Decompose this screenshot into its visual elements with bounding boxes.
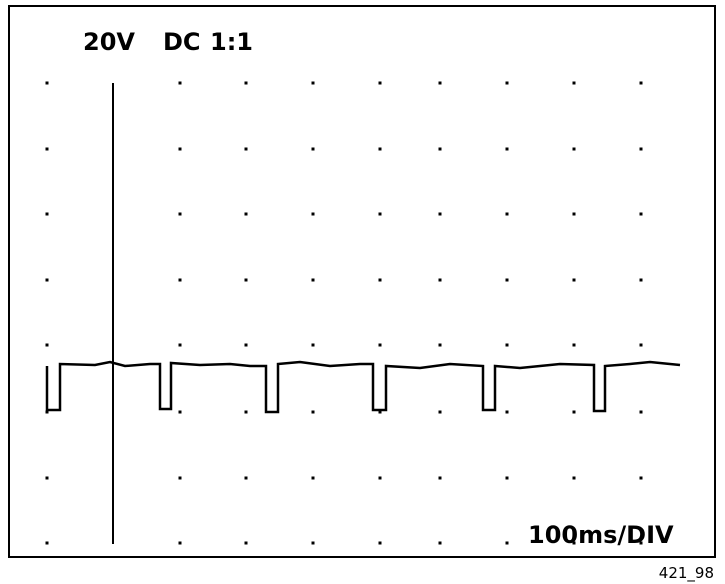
graticule-dot (244, 147, 248, 151)
graticule-dot (45, 476, 49, 480)
graticule-dot (378, 81, 382, 85)
graticule-dot (505, 212, 509, 216)
graticule-dot (244, 476, 248, 480)
graticule (45, 81, 643, 545)
graticule-dot (45, 147, 49, 151)
graticule-dot (311, 81, 315, 85)
graticule-dot (311, 410, 315, 414)
graticule-dot (178, 81, 182, 85)
graticule-dot (378, 476, 382, 480)
graticule-dot (639, 147, 643, 151)
graticule-dot (438, 343, 442, 347)
graticule-dot (378, 343, 382, 347)
graticule-dot (505, 343, 509, 347)
graticule-dot (572, 541, 576, 545)
graticule-dot (178, 541, 182, 545)
graticule-dot (639, 541, 643, 545)
graticule-dot (438, 147, 442, 151)
graticule-dot (378, 147, 382, 151)
graticule-dot (505, 410, 509, 414)
graticule-dot (311, 541, 315, 545)
graticule-dot (45, 410, 49, 414)
graticule-dot (505, 541, 509, 545)
graticule-dot (378, 541, 382, 545)
graticule-dot (178, 410, 182, 414)
graticule-dot (438, 81, 442, 85)
graticule-dot (505, 476, 509, 480)
graticule-dot (178, 147, 182, 151)
graticule-dot (639, 410, 643, 414)
graticule-dot (178, 343, 182, 347)
graticule-dot (311, 278, 315, 282)
graticule-dot (178, 212, 182, 216)
graticule-dot (45, 278, 49, 282)
graticule-dot (311, 212, 315, 216)
figure-id: 421_98 (659, 564, 714, 583)
graticule-dot (45, 81, 49, 85)
graticule-dot (639, 81, 643, 85)
graticule-dot (505, 278, 509, 282)
graticule-dot (438, 212, 442, 216)
graticule-dot (639, 212, 643, 216)
graticule-dot (572, 410, 576, 414)
graticule-dot (178, 278, 182, 282)
graticule-dot (311, 147, 315, 151)
coupling: DC (163, 28, 201, 56)
graticule-dot (244, 212, 248, 216)
graticule-dot (244, 410, 248, 414)
volts-per-div: 20V (83, 28, 135, 56)
graticule-dot (45, 343, 49, 347)
graticule-dot (311, 343, 315, 347)
graticule-dot (244, 278, 248, 282)
graticule-dot (438, 278, 442, 282)
graticule-dot (244, 541, 248, 545)
graticule-dot (378, 212, 382, 216)
graticule-dot (311, 476, 315, 480)
screen-border (8, 5, 716, 558)
graticule-dot (244, 343, 248, 347)
graticule-dot (378, 410, 382, 414)
graticule-dot (438, 410, 442, 414)
graticule-dot (438, 541, 442, 545)
graticule-dot (244, 81, 248, 85)
graticule-dot (572, 476, 576, 480)
graticule-dot (505, 81, 509, 85)
graticule-dot (505, 147, 509, 151)
waveform (45, 360, 681, 414)
graticule-dot (639, 476, 643, 480)
graticule-dot (572, 81, 576, 85)
graticule-dot (178, 476, 182, 480)
graticule-dot (378, 278, 382, 282)
graticule-dot (572, 343, 576, 347)
probe-ratio: 1:1 (210, 28, 253, 56)
graticule-dot (572, 147, 576, 151)
graticule-dot (45, 541, 49, 545)
graticule-dot (45, 212, 49, 216)
graticule-dot (572, 212, 576, 216)
graticule-dot (438, 476, 442, 480)
graticule-dot (639, 343, 643, 347)
graticule-dot (572, 278, 576, 282)
timebase: 100ms/DIV (528, 521, 674, 549)
graticule-dot (639, 278, 643, 282)
